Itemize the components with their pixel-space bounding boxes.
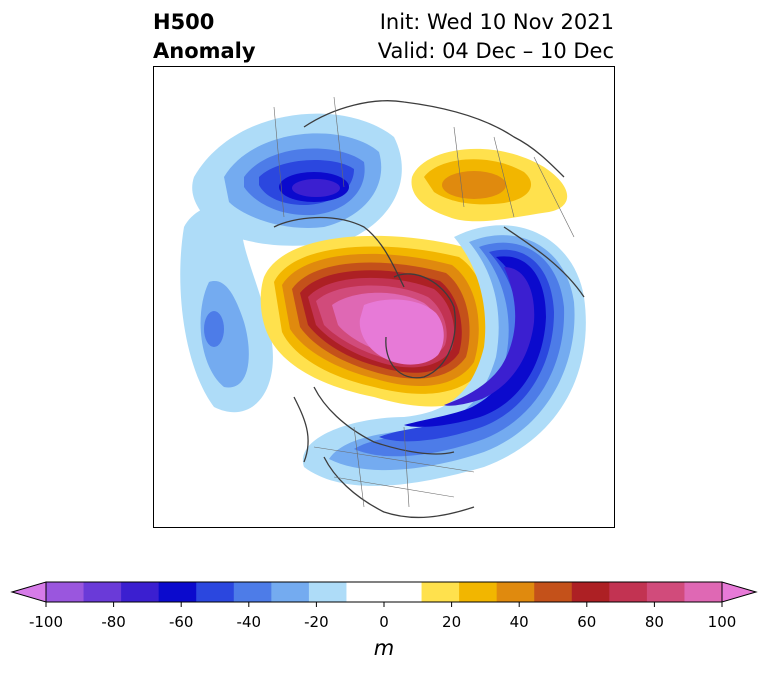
anomaly-map-svg	[180, 96, 586, 519]
colorbar-bin	[684, 582, 723, 602]
negative-anomaly-north	[192, 113, 402, 246]
valid-range: Valid: 04 Dec – 10 Dec	[377, 39, 614, 63]
colorbar-bin	[158, 582, 197, 602]
colorbar-max-arrow	[721, 581, 758, 603]
colorbar-tick-label: 60	[577, 613, 597, 631]
colorbar-bin	[609, 582, 648, 602]
positive-anomaly-europe	[411, 148, 568, 222]
colorbar-unit: m	[373, 636, 395, 660]
title-right: Init: Wed 10 Nov 2021 Valid: 04 Dec – 10…	[378, 8, 614, 66]
colorbar-bin	[646, 582, 685, 602]
colorbar-tick-label: -60	[168, 613, 194, 631]
coastlines	[273, 100, 585, 519]
colorbar-bin	[271, 582, 310, 602]
anomaly-map	[153, 66, 615, 528]
colorbar-bin	[196, 582, 235, 602]
colorbar-tick-label: -20	[304, 613, 329, 631]
init-date: Init: Wed 10 Nov 2021	[379, 10, 614, 34]
colorbar-min-arrow	[10, 581, 47, 603]
colorbar-tick-label: 80	[644, 613, 664, 631]
colorbar-bin	[46, 582, 85, 602]
colorbar-tick-label: -80	[101, 613, 126, 631]
negative-anomaly-east	[302, 225, 586, 486]
colorbar-tick-label: -40	[236, 613, 262, 631]
colorbar	[10, 581, 758, 607]
field-subtitle: Anomaly	[153, 39, 256, 63]
negative-anomaly-west	[180, 203, 273, 413]
positive-anomaly-center	[260, 235, 499, 407]
colorbar-tick-label: 20	[442, 613, 462, 631]
colorbar-bins	[46, 582, 723, 602]
field-title: H500	[153, 10, 215, 34]
colorbar-tick-label: -100	[28, 613, 64, 631]
colorbar-bin	[534, 582, 573, 602]
colorbar-bin	[346, 582, 385, 602]
colorbar-bin	[459, 582, 498, 602]
colorbar-tick-label: 100	[707, 613, 737, 631]
colorbar-tick-label: 0	[379, 613, 389, 631]
colorbar-ticks	[45, 602, 723, 607]
borders	[273, 96, 575, 508]
colorbar-bin	[233, 582, 272, 602]
colorbar-bin	[496, 582, 535, 602]
colorbar-bin	[421, 582, 460, 602]
title-left: H500 Anomaly	[153, 8, 256, 66]
colorbar-tick-label: 40	[509, 613, 529, 631]
colorbar-bin	[83, 582, 122, 602]
colorbar-bin	[571, 582, 610, 602]
colorbar-bin	[384, 582, 423, 602]
colorbar-bin	[308, 582, 347, 602]
colorbar-bin	[121, 582, 160, 602]
